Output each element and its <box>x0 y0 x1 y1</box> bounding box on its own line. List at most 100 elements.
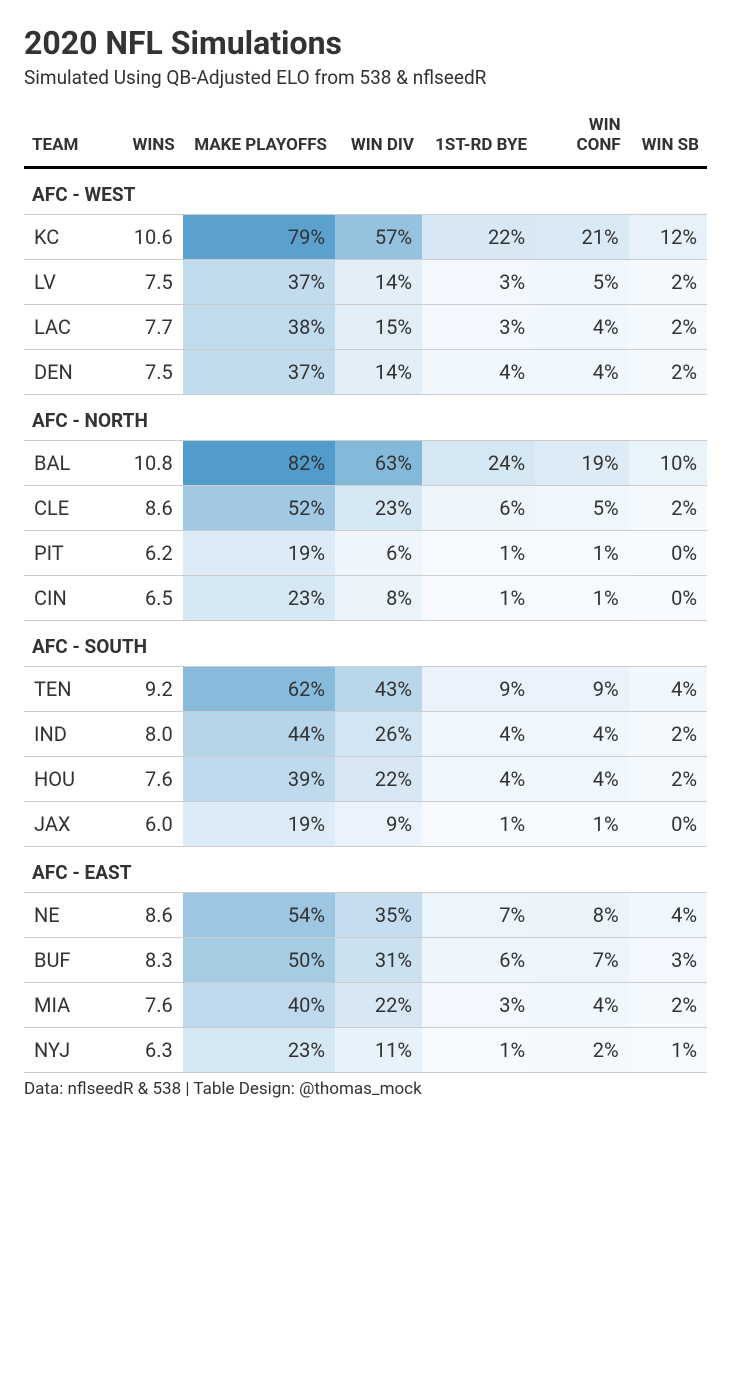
cell-wins: 9.2 <box>102 666 182 711</box>
cell-wins: 10.8 <box>102 440 182 485</box>
cell-conf: 19% <box>535 440 629 485</box>
table-row: DEN7.537%14%4%4%2% <box>24 349 707 394</box>
cell-sb: 4% <box>629 892 707 937</box>
cell-conf: 4% <box>535 982 629 1027</box>
cell-sb: 12% <box>629 214 707 259</box>
cell-playoffs: 38% <box>183 304 335 349</box>
table-row: NYJ6.323%11%1%2%1% <box>24 1027 707 1072</box>
cell-bye: 1% <box>422 801 535 846</box>
group-header-label: AFC - WEST <box>24 167 707 214</box>
cell-div: 15% <box>335 304 422 349</box>
table-row: LAC7.738%15%3%4%2% <box>24 304 707 349</box>
cell-sb: 1% <box>629 1027 707 1072</box>
cell-conf: 1% <box>535 801 629 846</box>
table-row: JAX6.019%9%1%1%0% <box>24 801 707 846</box>
cell-bye: 1% <box>422 530 535 575</box>
col-header-playoffs: MAKE PLAYOFFS <box>183 109 335 167</box>
cell-div: 8% <box>335 575 422 620</box>
table-row: NE8.654%35%7%8%4% <box>24 892 707 937</box>
cell-conf: 4% <box>535 756 629 801</box>
cell-team: PIT <box>24 530 102 575</box>
sim-table: TEAM WINS MAKE PLAYOFFS WIN DIV 1ST-RD B… <box>24 109 707 1073</box>
table-row: CLE8.652%23%6%5%2% <box>24 485 707 530</box>
cell-playoffs: 23% <box>183 1027 335 1072</box>
cell-team: HOU <box>24 756 102 801</box>
cell-bye: 24% <box>422 440 535 485</box>
cell-div: 63% <box>335 440 422 485</box>
cell-bye: 9% <box>422 666 535 711</box>
cell-wins: 8.6 <box>102 892 182 937</box>
cell-div: 43% <box>335 666 422 711</box>
col-header-team: TEAM <box>24 109 102 167</box>
cell-team: CIN <box>24 575 102 620</box>
cell-div: 14% <box>335 349 422 394</box>
table-row: IND8.044%26%4%4%2% <box>24 711 707 756</box>
cell-conf: 2% <box>535 1027 629 1072</box>
group-header-label: AFC - EAST <box>24 846 707 892</box>
cell-bye: 1% <box>422 575 535 620</box>
cell-conf: 4% <box>535 304 629 349</box>
cell-wins: 7.7 <box>102 304 182 349</box>
cell-team: JAX <box>24 801 102 846</box>
cell-playoffs: 82% <box>183 440 335 485</box>
cell-playoffs: 40% <box>183 982 335 1027</box>
table-footer: Data: nflseedR & 538 | Table Design: @th… <box>24 1073 707 1099</box>
cell-sb: 2% <box>629 304 707 349</box>
cell-playoffs: 44% <box>183 711 335 756</box>
cell-div: 6% <box>335 530 422 575</box>
cell-conf: 8% <box>535 892 629 937</box>
cell-team: BUF <box>24 937 102 982</box>
cell-bye: 22% <box>422 214 535 259</box>
group-header-label: AFC - SOUTH <box>24 620 707 666</box>
cell-conf: 5% <box>535 485 629 530</box>
cell-team: KC <box>24 214 102 259</box>
cell-sb: 0% <box>629 801 707 846</box>
cell-conf: 4% <box>535 349 629 394</box>
cell-bye: 4% <box>422 349 535 394</box>
cell-conf: 1% <box>535 530 629 575</box>
cell-sb: 2% <box>629 756 707 801</box>
cell-wins: 6.3 <box>102 1027 182 1072</box>
cell-div: 9% <box>335 801 422 846</box>
cell-wins: 6.5 <box>102 575 182 620</box>
group-header-row: AFC - NORTH <box>24 394 707 440</box>
cell-wins: 10.6 <box>102 214 182 259</box>
cell-wins: 7.5 <box>102 259 182 304</box>
group-header-label: AFC - NORTH <box>24 394 707 440</box>
cell-div: 26% <box>335 711 422 756</box>
cell-team: CLE <box>24 485 102 530</box>
table-row: PIT6.219%6%1%1%0% <box>24 530 707 575</box>
cell-playoffs: 62% <box>183 666 335 711</box>
col-header-conf: WIN CONF <box>535 109 629 167</box>
sim-table-container: 2020 NFL Simulations Simulated Using QB-… <box>24 24 707 1099</box>
cell-sb: 4% <box>629 666 707 711</box>
cell-div: 31% <box>335 937 422 982</box>
cell-bye: 3% <box>422 259 535 304</box>
cell-wins: 7.5 <box>102 349 182 394</box>
cell-sb: 2% <box>629 982 707 1027</box>
cell-bye: 4% <box>422 711 535 756</box>
cell-team: NE <box>24 892 102 937</box>
cell-div: 22% <box>335 756 422 801</box>
cell-wins: 8.3 <box>102 937 182 982</box>
cell-team: MIA <box>24 982 102 1027</box>
cell-bye: 3% <box>422 982 535 1027</box>
col-header-bye: 1ST-RD BYE <box>422 109 535 167</box>
table-row: LV7.537%14%3%5%2% <box>24 259 707 304</box>
cell-div: 35% <box>335 892 422 937</box>
table-row: TEN9.262%43%9%9%4% <box>24 666 707 711</box>
cell-conf: 5% <box>535 259 629 304</box>
cell-sb: 0% <box>629 530 707 575</box>
cell-wins: 6.0 <box>102 801 182 846</box>
table-row: KC10.679%57%22%21%12% <box>24 214 707 259</box>
cell-sb: 2% <box>629 349 707 394</box>
cell-team: BAL <box>24 440 102 485</box>
cell-wins: 8.0 <box>102 711 182 756</box>
cell-sb: 10% <box>629 440 707 485</box>
page-subtitle: Simulated Using QB-Adjusted ELO from 538… <box>24 66 707 89</box>
col-header-sb: WIN SB <box>629 109 707 167</box>
cell-bye: 3% <box>422 304 535 349</box>
cell-conf: 21% <box>535 214 629 259</box>
col-header-wins: WINS <box>102 109 182 167</box>
cell-sb: 0% <box>629 575 707 620</box>
